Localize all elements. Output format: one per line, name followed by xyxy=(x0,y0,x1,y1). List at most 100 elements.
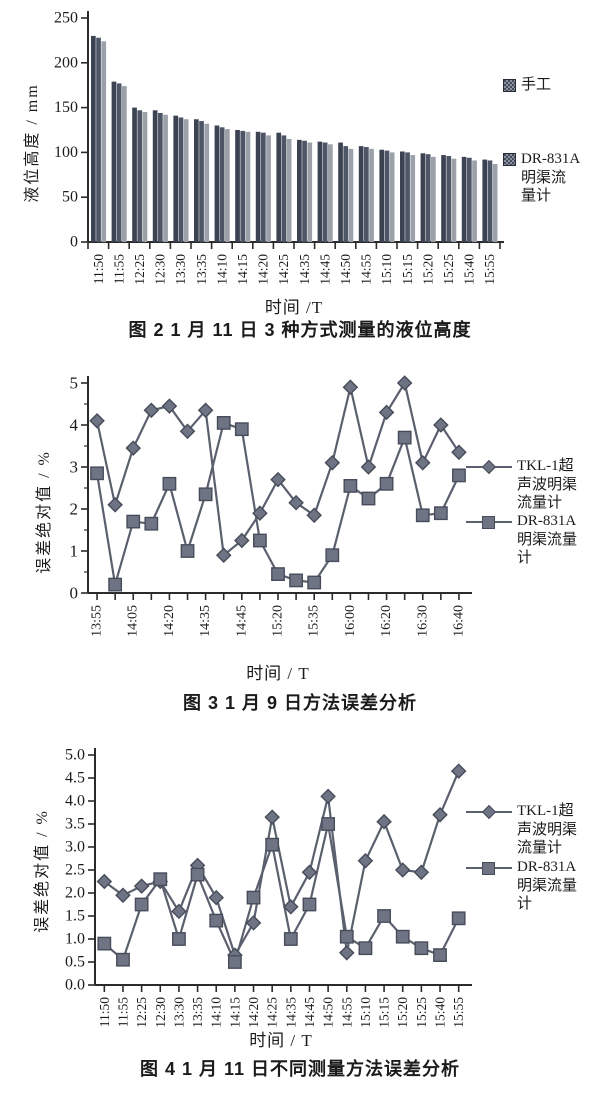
diamond-marker xyxy=(451,444,467,461)
svg-text:15:55: 15:55 xyxy=(451,997,466,1028)
tkl1-series-line-diamond-icon xyxy=(466,804,512,820)
square-marker xyxy=(134,897,149,912)
bar xyxy=(389,152,395,242)
svg-text:15:25: 15:25 xyxy=(414,997,429,1028)
bar xyxy=(482,159,488,242)
figure4-y-axis-label: 误差绝对值 / % xyxy=(34,809,51,933)
diamond-marker xyxy=(376,813,392,830)
svg-text:14:25: 14:25 xyxy=(276,254,291,285)
bar xyxy=(441,155,446,242)
square-marker xyxy=(234,422,249,437)
bar xyxy=(214,125,220,242)
square-marker xyxy=(452,468,466,483)
svg-text:14:35: 14:35 xyxy=(283,997,298,1028)
diamond-marker xyxy=(306,507,322,524)
square-marker xyxy=(325,548,340,563)
svg-text:14:05: 14:05 xyxy=(126,605,141,637)
diamond-marker xyxy=(171,903,187,920)
bar xyxy=(405,152,410,242)
square-marker xyxy=(153,872,168,887)
figure2-x-axis-label: 时间 /T xyxy=(264,298,324,317)
svg-text:13:35: 13:35 xyxy=(194,254,209,285)
svg-text:14:55: 14:55 xyxy=(359,254,374,285)
square-marker xyxy=(433,506,448,521)
bar xyxy=(281,135,287,242)
diamond-marker xyxy=(245,915,262,931)
svg-text:12:25: 12:25 xyxy=(134,997,149,1028)
bar xyxy=(225,129,230,242)
figure2-bar-chart: 0 50 100 150 200 250 11:50 11:55 12:25 12:30 13:30… xyxy=(54,10,504,285)
bar xyxy=(194,119,199,242)
bar xyxy=(116,83,122,242)
bar xyxy=(384,150,390,242)
square-marker xyxy=(397,430,412,445)
square-marker xyxy=(180,544,195,558)
diamond-marker xyxy=(324,455,341,471)
bar xyxy=(132,107,137,242)
bar xyxy=(173,115,179,242)
svg-text:15:40: 15:40 xyxy=(462,254,477,285)
bar xyxy=(410,155,416,242)
diamond-marker xyxy=(414,455,431,471)
square-marker xyxy=(433,948,447,962)
bar xyxy=(431,156,436,242)
svg-text:4.5: 4.5 xyxy=(65,770,85,787)
diamond-marker xyxy=(252,505,268,521)
bar xyxy=(487,160,493,242)
dr831a-series-line-square-icon xyxy=(466,514,512,530)
square-marker xyxy=(190,867,205,882)
svg-text:12:30: 12:30 xyxy=(153,997,168,1028)
diamond-marker xyxy=(143,402,160,419)
bar xyxy=(158,112,163,242)
svg-text:11:50: 11:50 xyxy=(91,254,106,284)
svg-text:15:15: 15:15 xyxy=(400,254,415,285)
bar xyxy=(446,155,452,242)
svg-text:1.0: 1.0 xyxy=(65,931,85,948)
figure4-line-chart: 0.0 0.5 1.0 1.5 2.0 2.5 3.0 3.5 4.0 4.5 5.0 11:50 11… xyxy=(65,747,472,1028)
figure4-legend-item-tkl1: TKL-1超 声波明渠 流量计 xyxy=(466,802,577,858)
svg-text:3.5: 3.5 xyxy=(65,816,85,833)
bar xyxy=(358,146,364,242)
bar xyxy=(163,114,168,242)
figure2-y-axis-label: 液位高度 / mm xyxy=(24,83,41,203)
svg-text:14:55: 14:55 xyxy=(339,997,354,1028)
bar xyxy=(91,35,96,242)
square-marker xyxy=(307,575,322,590)
square-marker xyxy=(271,567,285,581)
figure3-legend-item-tkl1: TKL-1超 声波明渠 流量计 xyxy=(466,457,577,513)
bar xyxy=(420,153,426,242)
dr831a-series-swatch-icon xyxy=(503,153,516,166)
diamond-marker xyxy=(432,807,448,823)
svg-text:14:10: 14:10 xyxy=(214,254,229,285)
square-marker xyxy=(144,516,159,531)
figure3-legend-item-dr831a: DR-831A 明渠流量 计 xyxy=(466,512,577,568)
bar xyxy=(492,164,498,242)
square-marker xyxy=(302,897,317,912)
bar xyxy=(400,151,405,242)
svg-text:11:55: 11:55 xyxy=(111,254,126,284)
svg-text:15:10: 15:10 xyxy=(358,997,373,1028)
square-marker xyxy=(395,929,410,944)
manual-series-swatch-icon xyxy=(503,79,516,92)
diamond-marker xyxy=(394,862,411,878)
bar xyxy=(317,141,323,242)
axes: 0 50 100 150 200 250 11:50 11:55 12:25 12:30 13:30… xyxy=(54,10,504,285)
series-markers xyxy=(96,763,467,963)
figure4-legend-item-dr831a: DR-831A 明渠流量 计 xyxy=(466,858,577,914)
svg-text:13:35: 13:35 xyxy=(190,997,205,1028)
diamond-marker xyxy=(234,532,250,549)
svg-text:15:35: 15:35 xyxy=(307,605,322,637)
diamond-marker xyxy=(208,889,225,906)
diamond-marker xyxy=(396,375,413,391)
svg-text:5.0: 5.0 xyxy=(65,747,85,764)
square-marker xyxy=(126,514,141,529)
svg-text:4: 4 xyxy=(70,416,79,435)
diamond-marker xyxy=(360,459,377,475)
svg-text:14:25: 14:25 xyxy=(265,997,280,1028)
svg-text:14:20: 14:20 xyxy=(162,605,177,637)
bar xyxy=(467,157,472,242)
square-marker xyxy=(414,941,429,956)
svg-text:14:15: 14:15 xyxy=(235,254,250,285)
bar xyxy=(322,142,328,242)
